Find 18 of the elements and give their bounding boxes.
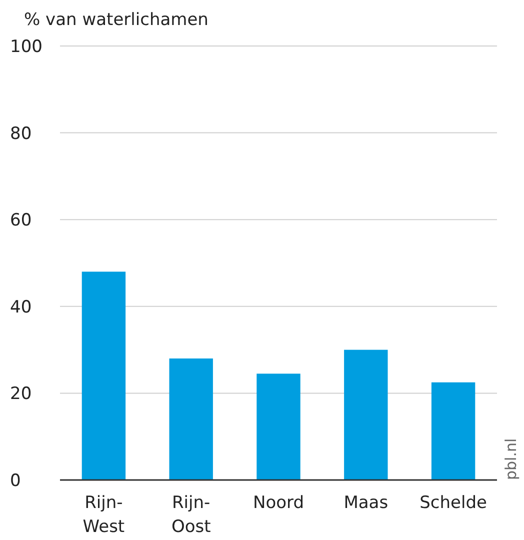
y-tick-label: 60 — [10, 210, 32, 231]
bar — [431, 382, 476, 480]
x-tick-label: Rijn-Oost — [171, 493, 212, 537]
bar — [344, 350, 388, 480]
y-tick-label: 20 — [10, 384, 32, 404]
y-tick-label: 100 — [10, 36, 42, 57]
bar — [82, 272, 126, 480]
x-tick-label: Rijn-West — [82, 493, 125, 537]
y-tick-label: 40 — [10, 297, 32, 318]
x-tick-label: Schelde — [420, 493, 487, 513]
x-tick-label: Maas — [344, 493, 388, 513]
y-axis-title: % van waterlichamen — [24, 10, 208, 30]
text: pbl.nl — [502, 438, 520, 480]
bar — [256, 374, 300, 480]
bar — [169, 358, 213, 480]
x-tick-label: Noord — [253, 493, 304, 513]
y-tick-label: 0 — [10, 470, 21, 491]
y-tick-label: 80 — [10, 124, 32, 144]
